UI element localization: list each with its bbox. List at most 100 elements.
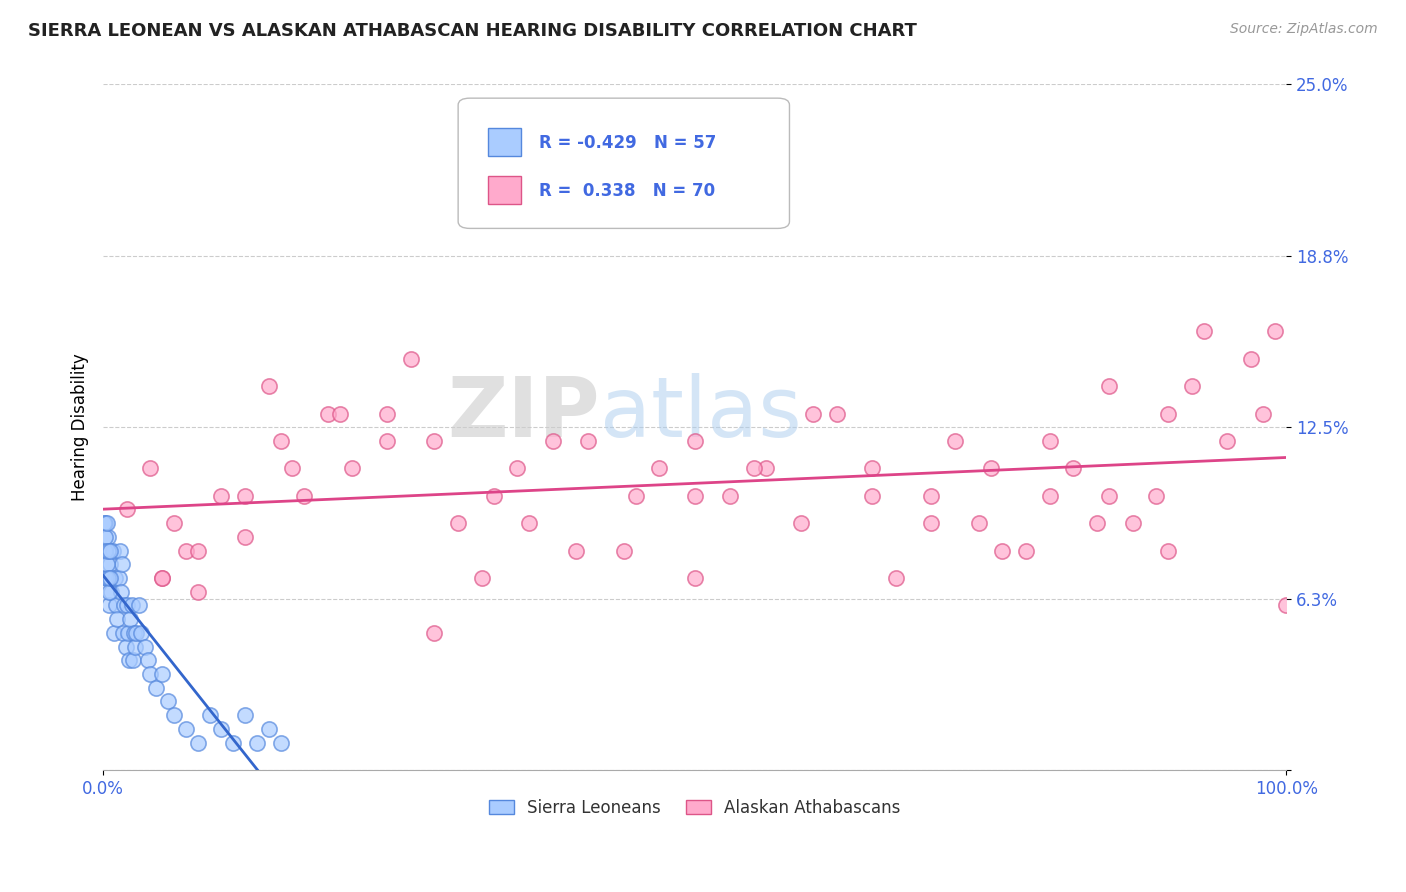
Text: SIERRA LEONEAN VS ALASKAN ATHABASCAN HEARING DISABILITY CORRELATION CHART: SIERRA LEONEAN VS ALASKAN ATHABASCAN HEA… [28,22,917,40]
Point [1062,461,1084,475]
FancyBboxPatch shape [458,98,789,228]
Point [517,516,540,531]
Point [198,708,221,723]
Point [94,571,117,585]
Point [1098,489,1121,503]
Point [105,599,128,613]
Point [145,681,167,695]
Point [423,626,446,640]
Point [103,626,125,640]
Point [482,489,505,503]
Point [447,516,470,531]
Point [541,434,564,448]
Point [94,516,117,531]
Legend: Sierra Leoneans, Alaskan Athabascans: Sierra Leoneans, Alaskan Athabascans [482,792,907,823]
Point [125,626,148,640]
Point [1039,434,1062,448]
Point [115,599,138,613]
Point [157,694,180,708]
Point [94,530,117,544]
Point [399,351,422,366]
Point [122,626,145,640]
Point [96,558,118,572]
Point [97,571,120,585]
Point [920,516,942,531]
Point [174,722,197,736]
Point [121,653,143,667]
Point [163,516,186,531]
Point [101,543,124,558]
Point [884,571,907,585]
Point [174,543,197,558]
Point [624,489,647,503]
Point [150,667,173,681]
Point [100,584,122,599]
Point [257,722,280,736]
Point [187,543,209,558]
Point [1015,543,1038,558]
Point [112,626,135,640]
Point [114,640,136,654]
Point [115,502,138,516]
Point [97,543,120,558]
Point [825,407,848,421]
Point [1264,324,1286,338]
Y-axis label: Hearing Disability: Hearing Disability [72,353,89,501]
Text: Source: ZipAtlas.com: Source: ZipAtlas.com [1230,22,1378,37]
Point [860,461,883,475]
Point [104,571,127,585]
Point [471,571,494,585]
Point [576,434,599,448]
Point [375,434,398,448]
Point [1122,516,1144,531]
Point [801,407,824,421]
Point [648,461,671,475]
Point [150,571,173,585]
Point [124,640,146,654]
Point [329,407,352,421]
Point [93,543,115,558]
Point [1192,324,1215,338]
Point [683,434,706,448]
Point [110,584,132,599]
Point [1181,379,1204,393]
Point [1157,407,1180,421]
Point [97,530,120,544]
Point [742,461,765,475]
Point [340,461,363,475]
Point [118,653,141,667]
Point [270,735,292,749]
Point [991,543,1014,558]
Point [98,558,121,572]
Point [683,489,706,503]
Point [187,735,209,749]
Point [139,461,162,475]
Text: R = -0.429   N = 57: R = -0.429 N = 57 [538,134,716,152]
Point [150,571,173,585]
Point [375,407,398,421]
Point [96,516,118,531]
Point [98,584,121,599]
Point [93,516,115,531]
Point [107,571,129,585]
Point [222,735,245,749]
Point [1144,489,1167,503]
Point [316,407,339,421]
Point [163,708,186,723]
Point [718,489,741,503]
Point [613,543,636,558]
Point [1085,516,1108,531]
Point [136,653,159,667]
Point [1098,379,1121,393]
Point [292,489,315,503]
Point [920,489,942,503]
Point [211,722,233,736]
Point [506,461,529,475]
Point [755,461,778,475]
Point [105,612,128,626]
Point [565,543,588,558]
Point [980,461,1002,475]
Point [117,626,139,640]
Point [233,708,256,723]
Point [108,543,131,558]
